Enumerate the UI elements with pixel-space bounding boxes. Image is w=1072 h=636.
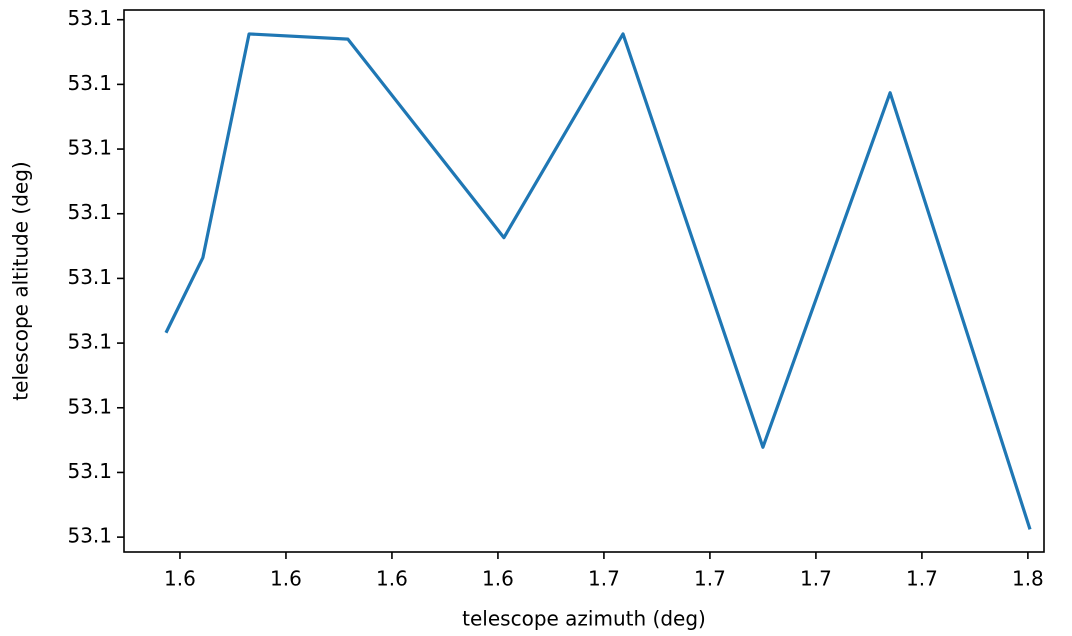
x-tick-label: 1.7 — [588, 567, 620, 591]
x-tick-label: 1.6 — [164, 567, 196, 591]
y-tick-label: 53.1 — [67, 524, 112, 548]
axes-frame — [123, 9, 1045, 553]
y-tick-label: 53.1 — [67, 136, 112, 160]
x-tick-label: 1.8 — [1012, 567, 1044, 591]
x-tick-label: 1.7 — [906, 567, 938, 591]
y-tick-label: 53.1 — [67, 459, 112, 483]
y-tick-label: 53.1 — [67, 330, 112, 354]
y-tick-label: 53.1 — [67, 200, 112, 224]
y-tick-label: 53.1 — [67, 6, 112, 30]
x-tick-label: 1.7 — [800, 567, 832, 591]
line — [164, 32, 1032, 530]
y-tick-label: 53.1 — [67, 71, 112, 95]
x-tick-label: 1.6 — [482, 567, 514, 591]
x-tick-label: 1.6 — [376, 567, 408, 591]
x-tick-label: 1.7 — [694, 567, 726, 591]
y-tick-label: 53.1 — [67, 394, 112, 418]
y-axis-label: telescope altitude (deg) — [9, 161, 33, 400]
x-axis-label: telescope azimuth (deg) — [462, 607, 706, 631]
x-tick-label: 1.6 — [270, 567, 302, 591]
y-tick-label: 53.1 — [67, 265, 112, 289]
